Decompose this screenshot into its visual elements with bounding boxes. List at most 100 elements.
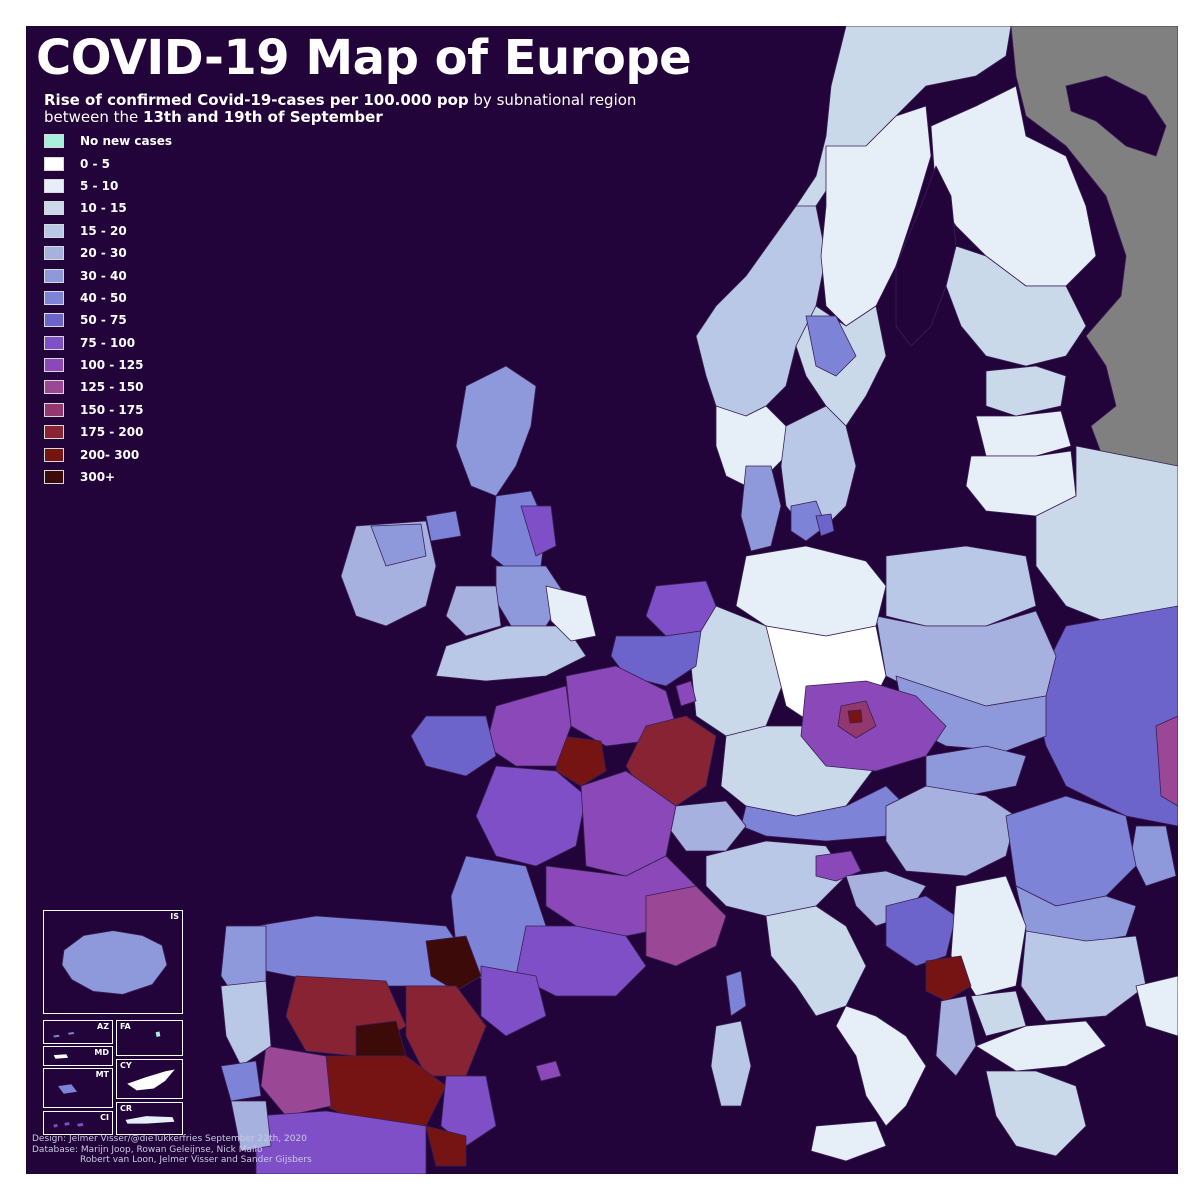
region-balearic	[535, 1060, 562, 1082]
legend-swatch	[44, 470, 64, 485]
region-sardinia	[710, 1020, 752, 1107]
inset-faroe: FA	[116, 1020, 183, 1056]
region-france-idf	[555, 735, 607, 787]
region-portugal-south	[230, 1100, 272, 1152]
subtitle-rest: by subnational region	[468, 91, 637, 109]
region-wales	[445, 585, 502, 637]
credits: Design: Jelmer Visser/@dieTukkerfries Se…	[32, 1134, 312, 1166]
region-spain-catalonia	[480, 965, 547, 1037]
region-spain-extremadura	[260, 1045, 332, 1117]
region-italy-centre	[765, 905, 867, 1017]
region-denmark-copenhagen	[815, 513, 835, 537]
inset-label-is: IS	[170, 912, 179, 921]
cyprus-shape	[127, 1069, 175, 1091]
inset-label-fa: FA	[120, 1022, 131, 1031]
region-south-england	[435, 625, 587, 682]
region-russia-lake	[1065, 75, 1167, 157]
europe-map	[220, 26, 1178, 1174]
inset-label-ci: CI	[100, 1113, 109, 1122]
region-france-normandy	[485, 685, 572, 767]
legend-swatch	[44, 134, 64, 149]
region-portugal-centre	[220, 980, 272, 1067]
region-spain-aragon	[405, 985, 487, 1077]
region-sweden-south	[780, 405, 857, 532]
region-italy-south	[835, 1005, 927, 1127]
legend-label: 300+	[80, 470, 116, 485]
legend-item: 200- 300	[44, 443, 172, 465]
legend-item: 40 - 50	[44, 287, 172, 309]
region-ireland-west	[370, 523, 427, 567]
legend-label: 200- 300	[80, 447, 140, 462]
region-spain-valencia	[440, 1075, 497, 1147]
inset-azores: AZ	[43, 1020, 113, 1044]
legend-label: 100 - 125	[80, 358, 144, 373]
region-serbia	[950, 875, 1027, 997]
region-france-brittany	[410, 715, 497, 777]
region-denmark-jutland	[740, 465, 782, 552]
legend-label: 50 - 75	[80, 313, 127, 328]
crete-shape	[125, 1116, 175, 1124]
faroe-shape	[155, 1031, 161, 1038]
legend-swatch	[44, 447, 64, 462]
legend-swatch	[44, 380, 64, 395]
region-portugal-lisbon	[220, 1060, 262, 1102]
legend-swatch	[44, 335, 64, 350]
inset-malta: MT	[43, 1068, 113, 1108]
subtitle-line2-prefix: between the	[44, 108, 144, 126]
legend-label: 40 - 50	[80, 290, 127, 305]
iceland-shape	[61, 930, 168, 995]
region-romania-west	[1005, 795, 1137, 907]
region-belgium	[610, 630, 702, 687]
region-spain-andalusia	[255, 1110, 427, 1174]
region-finland-north	[930, 85, 1097, 287]
legend-item: 300+	[44, 466, 172, 488]
legend-label: 175 - 200	[80, 425, 144, 440]
subtitle-line2-bold: 13th and 19th of September	[143, 108, 383, 126]
region-greece-south	[985, 1070, 1087, 1157]
inset-canary: CI	[43, 1111, 113, 1135]
inset-crete: CR	[116, 1102, 183, 1135]
region-france-centre	[475, 765, 587, 867]
region-belarus	[1035, 445, 1178, 627]
region-switzerland	[670, 800, 747, 852]
legend-label: No new cases	[80, 134, 173, 149]
inset-label-cr: CR	[120, 1104, 133, 1113]
credits-line-3: Robert van Loon, Jelmer Visser and Sande…	[80, 1155, 312, 1165]
inset-label-cy: CY	[120, 1061, 132, 1070]
region-finland-south	[945, 245, 1087, 367]
legend-item: 75 - 100	[44, 332, 172, 354]
subtitle-bold: Rise of confirmed Covid-19-cases per 100…	[44, 91, 469, 109]
malta-shape	[58, 1084, 78, 1094]
legend-label: 150 - 175	[80, 402, 144, 417]
credits-line-1: Design: Jelmer Visser/@dieTukkerfries Se…	[32, 1134, 307, 1144]
region-turkey-europe	[1135, 975, 1178, 1037]
legend-label: 75 - 100	[80, 335, 136, 350]
legend-swatch	[44, 358, 64, 373]
inset-cyprus: CY	[116, 1059, 183, 1099]
legend-label: 0 - 5	[80, 156, 111, 171]
legend-item: 10 - 15	[44, 197, 172, 219]
map-frame: COVID-19 Map of Europe Rise of confirmed…	[26, 26, 1178, 1174]
legend-swatch	[44, 313, 64, 328]
region-ukraine	[1035, 605, 1178, 827]
madeira-shape	[53, 1054, 69, 1059]
legend-swatch	[44, 156, 64, 171]
region-yorkshire	[520, 505, 557, 557]
region-moldova	[1130, 825, 1177, 887]
region-bulgaria	[1020, 930, 1147, 1022]
region-france-grand-est	[625, 715, 717, 807]
region-montenegro	[925, 955, 972, 1002]
inset-label-az: AZ	[97, 1022, 109, 1031]
legend-swatch	[44, 223, 64, 238]
region-northern-ireland	[425, 510, 462, 542]
legend-label: 125 - 150	[80, 380, 144, 395]
region-sicily	[810, 1120, 887, 1162]
legend-label: 20 - 30	[80, 246, 127, 261]
region-spain-murcia	[425, 1125, 467, 1167]
inset-label-md: MD	[94, 1048, 109, 1057]
legend-label: 10 - 15	[80, 201, 127, 216]
canary-shape	[53, 1122, 84, 1128]
legend-swatch	[44, 178, 64, 193]
legend-item: 5 - 10	[44, 175, 172, 197]
legend-swatch	[44, 425, 64, 440]
